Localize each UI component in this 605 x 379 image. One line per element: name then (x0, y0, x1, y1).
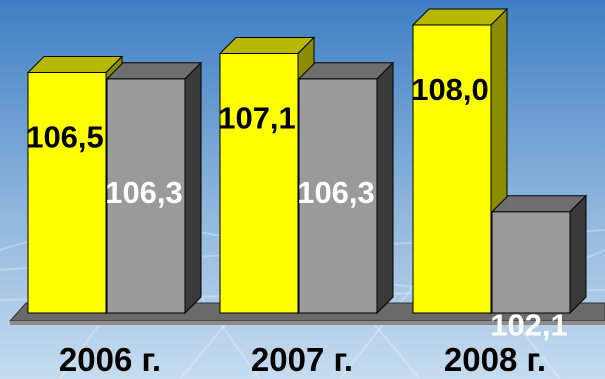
bar-front-2-0 (412, 24, 492, 314)
chart-bars (26, 7, 588, 315)
bar-side-2-1 (569, 194, 587, 315)
data-label-0-1: 106,3 (105, 175, 183, 210)
bar-front-2-1 (491, 211, 571, 314)
data-label-2-1: 102,1 (490, 308, 568, 343)
category-label-2: 2008 г. (444, 341, 546, 378)
data-label-1-0: 107,1 (218, 100, 296, 135)
category-label-1: 2007 г. (251, 341, 353, 378)
bar-front-1-0 (219, 52, 299, 314)
chart-floor-edge (10, 321, 605, 325)
chart-category-labels: 2006 г. 2007 г. 2008 г. (59, 341, 546, 378)
bar-side-1-1 (376, 61, 394, 315)
data-label-2-0: 108,0 (411, 72, 489, 107)
data-label-1-1: 106,3 (297, 175, 375, 210)
category-label-0: 2006 г. (59, 341, 161, 378)
bar-side-0-1 (184, 61, 202, 315)
bar-front-0-1 (106, 78, 186, 314)
bar-front-1-1 (298, 78, 378, 314)
bar-1-1 (297, 61, 395, 315)
data-label-0-0: 106,5 (26, 119, 104, 154)
bar-front-0-0 (27, 71, 107, 314)
bar-0-1 (105, 61, 203, 315)
bar-2-1 (490, 194, 588, 315)
